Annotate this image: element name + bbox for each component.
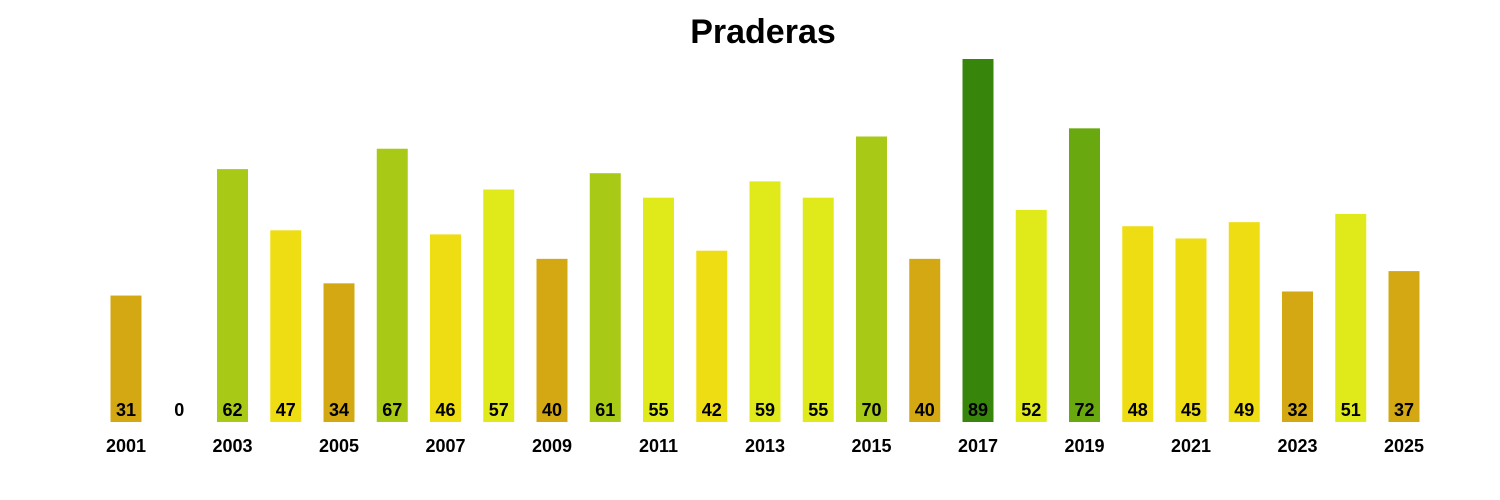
data-label-2018: 52: [1021, 400, 1041, 420]
bar-2012: [696, 250, 728, 422]
x-tick-label-2023: 2023: [1277, 436, 1317, 456]
data-label-2007: 46: [435, 400, 455, 420]
bar-2015: [856, 136, 887, 423]
data-label-2021: 45: [1181, 400, 1201, 420]
data-label-2008: 57: [489, 400, 509, 420]
chart-title: Praderas: [690, 13, 836, 51]
data-label-2015: 70: [861, 400, 881, 420]
bar-2022: [1228, 222, 1260, 422]
x-tick-label-2003: 2003: [212, 436, 252, 456]
data-label-2013: 59: [755, 400, 775, 420]
bar-2007: [430, 234, 461, 422]
bar-2008: [483, 189, 515, 422]
data-label-2014: 55: [808, 400, 828, 420]
bar-2024: [1335, 213, 1367, 422]
x-tick-label-2007: 2007: [425, 436, 465, 456]
x-tick-label-2025: 2025: [1384, 436, 1424, 456]
x-tick-label-2001: 2001: [106, 436, 146, 456]
data-label-2012: 42: [702, 400, 722, 420]
x-tick-label-2005: 2005: [319, 436, 359, 456]
x-tick-label-2017: 2017: [958, 436, 998, 456]
data-label-2004: 47: [276, 400, 296, 420]
data-label-2025: 37: [1394, 400, 1414, 420]
bar-2025: [1388, 271, 1420, 422]
bar-2003: [217, 169, 248, 422]
bar-2011: [643, 197, 674, 422]
x-axis: 2001 2003 2005 2007 2009 2011 2013 2015 2017 2019…: [106, 436, 1424, 456]
data-label-2002: 0: [174, 400, 184, 420]
bar-2013: [749, 181, 781, 422]
data-label-2016: 40: [915, 400, 935, 420]
bar-2017: [962, 59, 994, 422]
bar-2020: [1122, 226, 1154, 422]
data-label-2019: 72: [1074, 400, 1094, 420]
data-label-2010: 61: [595, 400, 615, 420]
data-label-2022: 49: [1234, 400, 1254, 420]
x-tick-label-2015: 2015: [851, 436, 891, 456]
bar-2004: [270, 230, 302, 422]
data-label-2005: 34: [329, 400, 349, 420]
data-label-2017: 89: [968, 400, 988, 420]
bar-2016: [909, 258, 941, 422]
bar-2005: [323, 283, 355, 422]
bar-2021: [1175, 238, 1207, 422]
data-labels-layer: 31 0 62 47 34 67 46 57 40 61 55 42 59 55 70 40 89 52 72 48 4…: [116, 400, 1414, 420]
data-label-2020: 48: [1128, 400, 1148, 420]
data-label-2006: 67: [382, 400, 402, 420]
bars-layer: [110, 59, 1420, 423]
x-tick-label-2021: 2021: [1171, 436, 1211, 456]
bar-2018: [1015, 209, 1047, 422]
data-label-2024: 51: [1341, 400, 1361, 420]
data-label-2023: 32: [1287, 400, 1307, 420]
x-tick-label-2013: 2013: [745, 436, 785, 456]
data-label-2009: 40: [542, 400, 562, 420]
x-tick-label-2009: 2009: [532, 436, 572, 456]
bar-2014: [802, 197, 834, 422]
data-label-2011: 55: [648, 400, 668, 420]
data-label-2001: 31: [116, 400, 136, 420]
bar-2010: [589, 173, 621, 422]
x-tick-label-2011: 2011: [639, 436, 678, 456]
bar-2009: [536, 258, 568, 422]
bar-2006: [376, 148, 408, 423]
bar-2023: [1282, 291, 1313, 422]
bar-2019: [1069, 128, 1100, 422]
data-label-2003: 62: [222, 400, 242, 420]
bar-2001: [110, 295, 142, 422]
x-tick-label-2019: 2019: [1064, 436, 1104, 456]
